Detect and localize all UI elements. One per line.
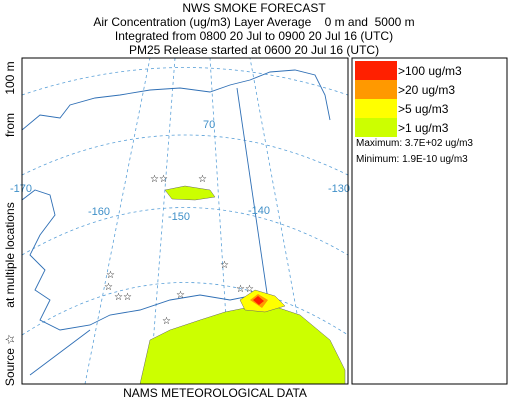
- graticule-label: 70: [203, 119, 215, 131]
- star: ☆: [198, 174, 207, 185]
- side-text: at multiple locations: [3, 202, 17, 307]
- footer: NAMS METEOROLOGICAL DATA: [123, 386, 307, 400]
- legend-swatch: [355, 118, 397, 137]
- side-text: 100 m: [3, 61, 17, 94]
- legend-swatch: [355, 80, 397, 99]
- side-text: from: [3, 113, 17, 137]
- legend-label: >100 ug/m3: [398, 64, 462, 78]
- graticule-label: -130: [328, 183, 350, 195]
- legend-label: >5 ug/m3: [398, 102, 449, 116]
- subtitle: Integrated from 0800 20 Jul to 0900 20 J…: [115, 29, 393, 43]
- legend-label: >1 ug/m3: [398, 121, 449, 135]
- map: ☆☆ ☆ ☆ ☆ ☆ ☆☆ ☆☆ ☆ ☆ -170 -160 -150 -140…: [10, 57, 350, 385]
- star: ☆☆: [114, 292, 132, 303]
- star: ☆: [220, 260, 229, 271]
- star: ☆: [106, 270, 115, 281]
- title: NWS SMOKE FORECAST: [182, 1, 326, 15]
- star: ☆: [104, 282, 113, 293]
- star: ☆☆: [150, 174, 168, 185]
- side-text: Source ☆: [3, 334, 17, 386]
- legend: Maximum: 3.7E+02 ug/m3 Minimum: 1.9E-10 …: [351, 57, 508, 385]
- map-frame: [21, 57, 349, 385]
- star: ☆: [176, 290, 185, 301]
- legend-swatch: [355, 99, 397, 118]
- star: ☆☆: [236, 284, 254, 295]
- subtitle: Air Concentration (ug/m3) Layer Average …: [93, 15, 414, 29]
- graticule-label: -170: [10, 183, 32, 195]
- legend-label: >20 ug/m3: [398, 83, 455, 97]
- subtitle: PM25 Release started at 0600 20 Jul 16 (…: [129, 43, 379, 57]
- graticule-label: -140: [248, 205, 270, 217]
- graticule-label: -150: [168, 211, 190, 223]
- side-label: Source ☆ at multiple locations from 100 …: [3, 61, 17, 386]
- legend-frame: [351, 57, 508, 385]
- graticule-label: -160: [88, 206, 110, 218]
- legend-minimum: Minimum: 1.9E-10 ug/m3: [356, 154, 468, 165]
- legend-maximum: Maximum: 3.7E+02 ug/m3: [356, 138, 473, 149]
- star: ☆: [162, 316, 171, 327]
- legend-swatch: [355, 61, 397, 80]
